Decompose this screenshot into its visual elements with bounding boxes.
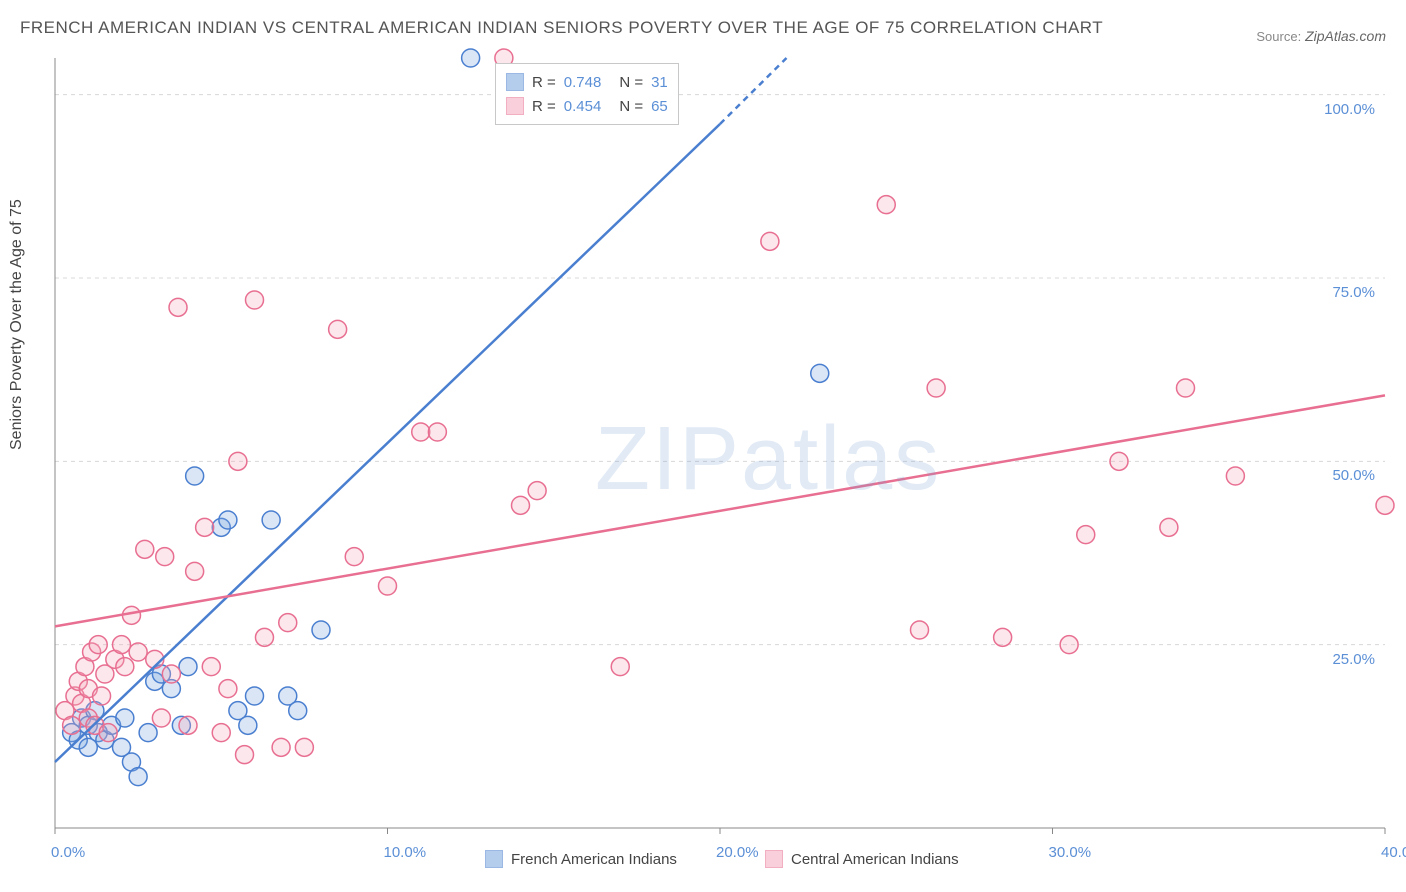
n-value: 31 [651, 74, 668, 91]
data-point [528, 482, 546, 500]
data-point [179, 716, 197, 734]
n-label: N = [619, 74, 643, 91]
x-tick-label: 10.0% [384, 844, 427, 861]
data-point [994, 628, 1012, 646]
y-tick-label: 100.0% [1324, 101, 1375, 118]
series-swatch [506, 73, 524, 91]
data-point [289, 702, 307, 720]
chart-area: ZIPatlas R =0.748N =31R =0.454N =65 Fren… [55, 58, 1385, 828]
data-point [139, 724, 157, 742]
y-tick-label: 75.0% [1332, 284, 1375, 301]
r-label: R = [532, 74, 556, 91]
data-point [89, 636, 107, 654]
data-point [246, 291, 264, 309]
data-point [512, 496, 530, 514]
data-point [279, 614, 297, 632]
data-point [186, 467, 204, 485]
data-point [1177, 379, 1195, 397]
n-value: 65 [651, 98, 668, 115]
scatter-chart [55, 58, 1385, 828]
data-point [262, 511, 280, 529]
data-point [1060, 636, 1078, 654]
data-point [329, 320, 347, 338]
data-point [927, 379, 945, 397]
data-point [428, 423, 446, 441]
data-point [116, 709, 134, 727]
data-point [272, 738, 290, 756]
y-axis-label: Seniors Poverty Over the Age of 75 [8, 199, 26, 450]
data-point [63, 716, 81, 734]
x-tick-label: 40.0% [1381, 844, 1406, 861]
legend-label: Central American Indians [791, 851, 959, 868]
data-point [255, 628, 273, 646]
data-point [911, 621, 929, 639]
data-point [1160, 518, 1178, 536]
source-label: Source: [1256, 29, 1301, 44]
correlation-stats-box: R = 0.748 N = 31 R = 0.454 N = 65 [495, 63, 679, 125]
data-point [99, 724, 117, 742]
legend-item: French American Indians [485, 850, 677, 868]
data-point [1110, 452, 1128, 470]
y-tick-label: 50.0% [1332, 467, 1375, 484]
data-point [462, 49, 480, 67]
y-tick-label: 25.0% [1332, 651, 1375, 668]
data-point [295, 738, 313, 756]
data-point [219, 680, 237, 698]
data-point [412, 423, 430, 441]
data-point [202, 658, 220, 676]
r-value: 0.748 [564, 74, 602, 91]
data-point [761, 232, 779, 250]
data-point [229, 452, 247, 470]
x-tick-label: 20.0% [716, 844, 759, 861]
data-point [219, 511, 237, 529]
legend-swatch [485, 850, 503, 868]
data-point [345, 548, 363, 566]
n-label: N = [619, 98, 643, 115]
data-point [116, 658, 134, 676]
data-point [1226, 467, 1244, 485]
x-tick-label: 0.0% [51, 844, 85, 861]
data-point [179, 658, 197, 676]
legend-item: Central American Indians [765, 850, 959, 868]
stats-row: R = 0.748 N = 31 [506, 70, 668, 94]
trend-line-dashed [720, 58, 787, 124]
data-point [312, 621, 330, 639]
data-point [113, 636, 131, 654]
data-point [129, 768, 147, 786]
stats-row: R = 0.454 N = 65 [506, 94, 668, 118]
x-tick-label: 30.0% [1049, 844, 1092, 861]
data-point [212, 724, 230, 742]
data-point [156, 548, 174, 566]
source-value: ZipAtlas.com [1305, 28, 1386, 44]
data-point [236, 746, 254, 764]
data-point [162, 665, 180, 683]
data-point [1376, 496, 1394, 514]
data-point [379, 577, 397, 595]
data-point [1077, 526, 1095, 544]
data-point [877, 196, 895, 214]
data-point [129, 643, 147, 661]
data-point [152, 709, 170, 727]
data-point [93, 687, 111, 705]
chart-title: FRENCH AMERICAN INDIAN VS CENTRAL AMERIC… [20, 18, 1103, 38]
trend-line [55, 395, 1385, 626]
data-point [239, 716, 257, 734]
r-label: R = [532, 98, 556, 115]
source-attribution: Source: ZipAtlas.com [1256, 28, 1386, 44]
series-swatch [506, 97, 524, 115]
data-point [611, 658, 629, 676]
legend-label: French American Indians [511, 851, 677, 868]
r-value: 0.454 [564, 98, 602, 115]
legend-swatch [765, 850, 783, 868]
data-point [136, 540, 154, 558]
data-point [811, 364, 829, 382]
data-point [186, 562, 204, 580]
data-point [246, 687, 264, 705]
data-point [196, 518, 214, 536]
data-point [169, 298, 187, 316]
